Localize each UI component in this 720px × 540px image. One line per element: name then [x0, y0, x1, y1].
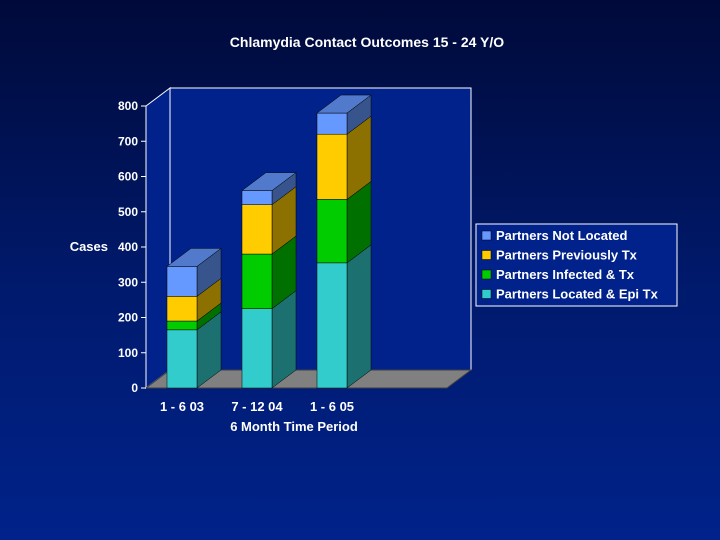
bar-segment [241, 172, 297, 206]
legend-item: Partners Infected & Tx [481, 267, 635, 282]
y-tick-label: 700 [118, 134, 138, 148]
bar-top [241, 172, 297, 191]
legend-swatch [481, 230, 492, 241]
y-tick-label: 100 [118, 346, 138, 360]
bar-front [241, 253, 273, 309]
bar-front [316, 133, 348, 200]
bar-front [316, 262, 348, 389]
legend-label: Partners Located & Epi Tx [496, 287, 659, 302]
x-axis-ticks: 1 - 6 03 7 - 12 04 1 - 6 05 [160, 399, 354, 414]
bar-top [166, 248, 222, 267]
bar-stack [316, 94, 372, 389]
y-axis-ticks: 0 100 200 300 400 500 600 700 800 [118, 99, 146, 395]
bar-segment [166, 247, 222, 297]
legend-swatch [481, 269, 492, 280]
bar-segment [241, 290, 297, 389]
legend-item: Partners Previously Tx [481, 248, 638, 263]
bar-front [166, 320, 198, 331]
legend-label: Partners Not Located [496, 228, 628, 243]
y-axis-label: Cases [70, 239, 108, 254]
x-tick-label: 1 - 6 05 [310, 399, 354, 414]
legend-item: Partners Not Located [481, 228, 628, 243]
bar-stack [241, 172, 297, 389]
side-wall [145, 87, 171, 389]
bar-front [166, 296, 198, 322]
bar-front [241, 190, 273, 205]
x-axis-label: 6 Month Time Period [230, 419, 358, 434]
x-tick-label: 1 - 6 03 [160, 399, 204, 414]
bar-front [241, 308, 273, 389]
y-tick-label: 0 [131, 381, 138, 395]
bar-segment [241, 235, 297, 310]
bar-segment [316, 115, 372, 200]
bar-top [316, 94, 372, 114]
x-tick-label: 7 - 12 04 [231, 399, 283, 414]
y-tick-label: 500 [118, 205, 138, 219]
legend-label: Partners Infected & Tx [496, 267, 635, 282]
bar-side [346, 244, 372, 389]
legend-item: Partners Located & Epi Tx [481, 287, 659, 302]
y-tick-label: 400 [118, 240, 138, 254]
bar-front [316, 199, 348, 264]
legend-box [475, 223, 678, 307]
legend-swatch [481, 250, 492, 260]
bar-stack [166, 247, 222, 389]
bar-front [316, 112, 348, 135]
bars [166, 94, 372, 389]
bar-segment [166, 311, 222, 389]
legend-swatch [481, 289, 492, 299]
y-tick-label: 200 [118, 311, 138, 325]
bar-segment [316, 94, 372, 135]
bar-front [166, 329, 198, 389]
y-tick-label: 600 [118, 170, 138, 184]
bar-segment [316, 180, 372, 264]
legend-label: Partners Previously Tx [496, 248, 638, 263]
bar-segment [316, 244, 372, 389]
bar-front [241, 204, 273, 255]
y-tick-label: 800 [118, 99, 138, 113]
legend: Partners Not Located Partners Previously … [475, 223, 678, 307]
chart-title: Chlamydia Contact Outcomes 15 - 24 Y/O [230, 34, 504, 50]
y-tick-label: 300 [118, 275, 138, 289]
bar-segment [241, 186, 297, 255]
bar-front [166, 266, 198, 297]
